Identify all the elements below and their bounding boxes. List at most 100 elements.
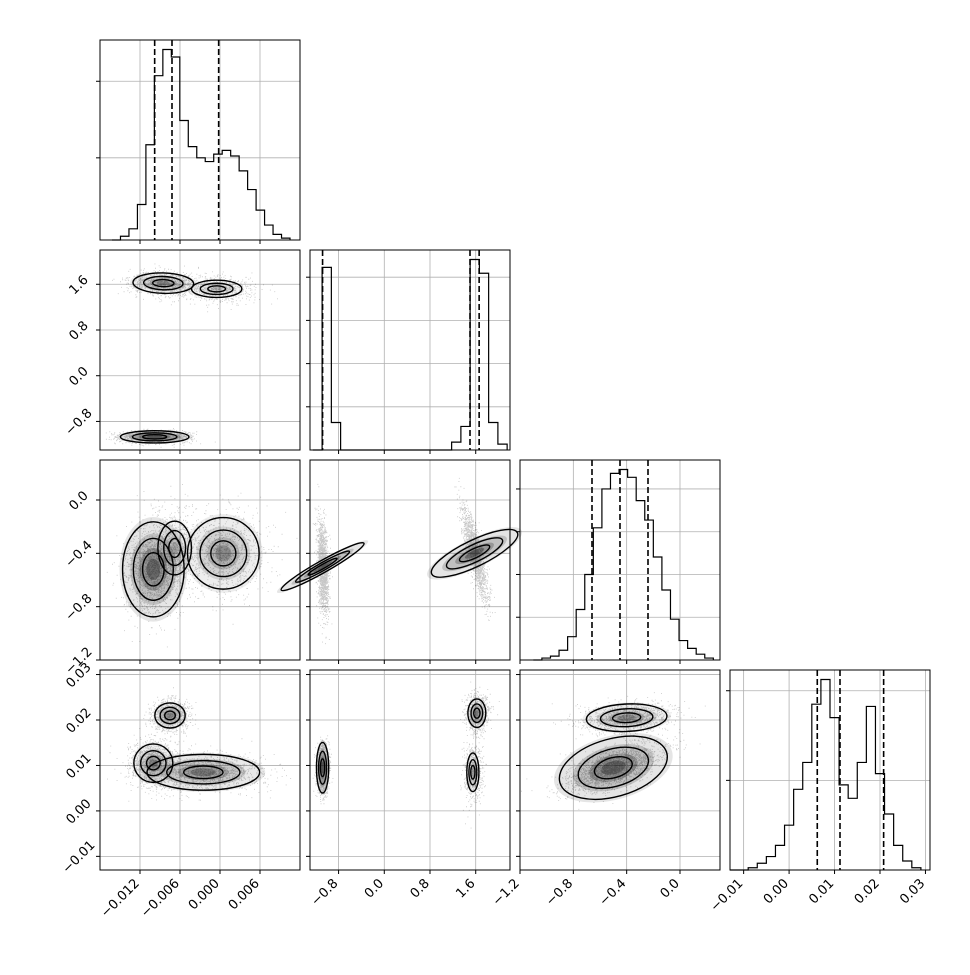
contour-line [558,735,669,801]
density-shade [466,751,480,794]
density-shade [474,709,479,717]
x-tick-label: −0.8 [543,876,576,909]
histogram-step [533,468,714,661]
contour-line [157,520,193,576]
density-shade [291,548,354,585]
sample-points [107,687,292,802]
contour-line [168,537,182,559]
density-shade [158,706,182,725]
contour-line [307,557,338,576]
x-tick-label: 0.006 [226,876,263,913]
contour-line [577,746,650,789]
contour-line [319,758,326,778]
density-shade [129,271,197,295]
density-shade [596,707,657,729]
contour-line [190,279,243,299]
density-shade [117,430,193,444]
contour-line [139,750,167,777]
contour-line [470,764,476,780]
contour-line [611,712,642,724]
panel-frame [519,459,721,661]
histogram-panel [96,40,300,241]
x-tick-label: −0.4 [597,876,630,909]
density-shade [589,753,638,782]
density-shade [162,527,188,569]
density-shade [156,280,171,286]
contour-line [473,707,481,719]
contour-line [159,706,181,725]
density-shade [313,561,332,573]
contour-line [145,755,161,771]
density-shade [183,513,263,593]
contour-line [163,529,187,567]
y-tick-label: 0.02 [64,706,95,737]
density-shade [178,764,229,781]
contour-line [458,544,491,563]
density-shade [303,555,342,578]
y-tick-label: −0.01 [60,838,99,877]
contour-line [199,282,234,296]
pair-panel [100,250,300,450]
panel-frame [99,669,301,871]
contour-line [182,765,224,780]
density-shade [276,540,369,594]
x-tick-label: −0.006 [138,876,183,921]
density-shade [170,541,179,555]
x-tick-label: 0.01 [806,876,837,907]
density-shade [211,286,223,291]
x-tick-label: 0.8 [408,876,433,901]
density-shade [315,739,330,796]
histogram-step [112,48,291,241]
density-shade [601,760,626,775]
density-shade [582,702,671,733]
x-tick-label: 0.000 [186,876,223,913]
density-shade [617,714,636,721]
pair-panel [100,460,300,661]
panel-frame [99,39,301,241]
contour-line [430,528,519,578]
contour-line [186,516,260,590]
histogram-panel [516,460,720,661]
pair-panel [519,670,720,870]
density-shade [190,768,216,777]
pair-panel [310,670,510,870]
density-shade [470,702,484,724]
x-tick-label: −0.012 [98,876,143,921]
contour-line [210,540,237,567]
contour-line [317,750,328,785]
pair-panel [276,460,523,661]
y-tick-label: −0.8 [63,406,96,439]
x-tick-label: −0.8 [308,876,341,909]
density-shade [455,542,495,565]
density-shade [197,282,236,296]
contour-line [152,278,175,288]
panel-frame [309,249,511,451]
panel-frame [99,249,301,451]
y-tick-label: 0.00 [64,796,95,827]
panel-frame [309,669,511,871]
density-shade [146,558,161,581]
contour-line [445,537,504,570]
x-tick-label: 0.02 [852,876,883,907]
panel-frame [519,669,721,871]
contour-line [146,753,261,791]
density-shade [215,545,232,562]
x-tick-label: −1.2 [490,876,523,909]
contour-line [166,759,241,785]
contour-line [132,537,175,601]
contour-line [199,529,248,578]
x-tick-label: 0.03 [897,876,928,907]
sample-points [106,484,299,648]
contour-line [132,272,195,295]
y-tick-label: −0.4 [63,538,96,571]
contour-line [207,285,227,293]
density-shade [466,697,487,729]
x-tick-label: −0.01 [708,876,747,915]
panel-frame [309,459,511,661]
contour-line [280,541,365,592]
panel-frame [729,669,931,871]
contour-line [467,698,487,729]
contour-line [468,759,478,786]
